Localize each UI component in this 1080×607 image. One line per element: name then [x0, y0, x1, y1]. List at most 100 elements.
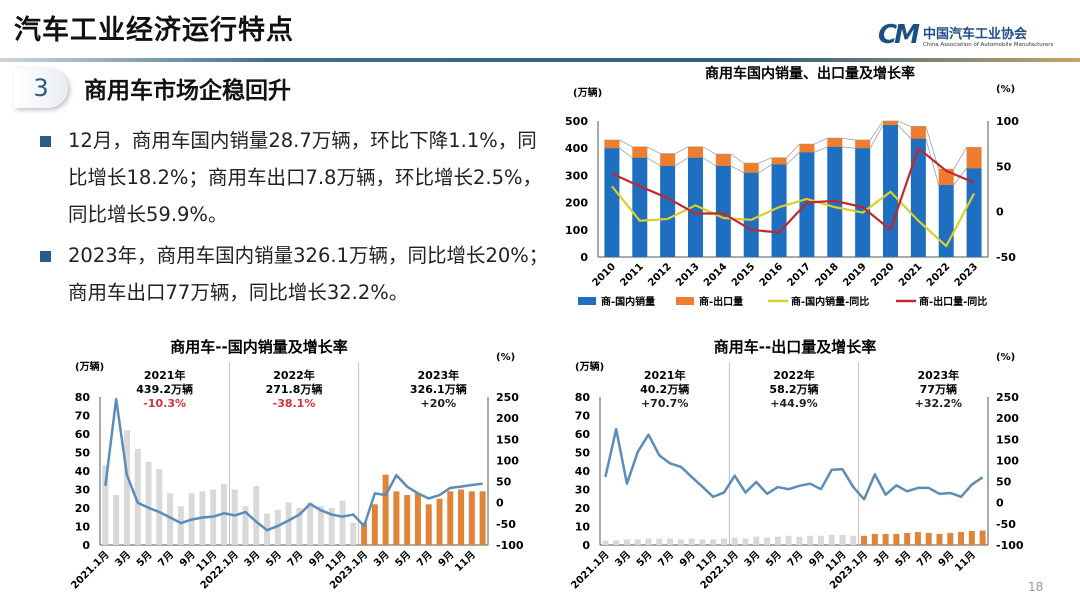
- x-tick-label: 7月: [285, 549, 305, 569]
- annotation-growth: +70.7%: [641, 397, 688, 410]
- x-tick-label: 3月: [242, 549, 262, 569]
- section-heading: 3 商用车市场企稳回升: [14, 68, 291, 108]
- x-tick-label: 3月: [742, 549, 762, 569]
- bar-monthly: [667, 538, 674, 545]
- x-tick-label: 5月: [634, 549, 654, 569]
- y-tick-label-left: 50: [575, 447, 591, 460]
- bar-export: [660, 153, 676, 166]
- y-tick-label-left: 20: [75, 502, 91, 515]
- x-tick-label: 2021: [897, 261, 924, 288]
- annotation-growth: +20%: [421, 397, 457, 410]
- bar-monthly: [828, 534, 835, 545]
- annotation-volume: 77万辆: [920, 382, 957, 396]
- bar-monthly: [871, 533, 878, 545]
- logo-name-cn: 中国汽车工业协会: [922, 26, 1027, 42]
- bar-monthly: [785, 535, 792, 545]
- bar-monthly: [602, 540, 609, 545]
- y-tick-label-right: -50: [996, 518, 1016, 531]
- bar-domestic: [771, 164, 787, 257]
- x-tick-label: 2011: [618, 261, 645, 288]
- bar-export: [966, 147, 982, 169]
- bar-monthly: [145, 461, 152, 545]
- bar-export: [688, 146, 703, 158]
- bar-monthly: [710, 539, 717, 545]
- bar-monthly: [404, 495, 411, 545]
- bar-domestic: [604, 148, 620, 257]
- bar-monthly: [231, 489, 238, 545]
- bullet-square-icon: [40, 136, 51, 147]
- x-tick-label: 2013: [674, 261, 701, 288]
- bullet-list: 12月，商用车国内销量28.7万辆，环比下降1.1%，同比增长18.2%；商用车…: [40, 122, 552, 315]
- bar-monthly: [339, 500, 346, 545]
- bar-monthly: [479, 491, 486, 545]
- y-axis-title-left: (万辆): [573, 86, 602, 99]
- bar-export: [827, 138, 843, 147]
- y-tick-label-left: 50: [75, 447, 91, 460]
- x-tick-label: 5月: [263, 549, 283, 569]
- bar-monthly: [242, 506, 249, 545]
- annotation-year: 2021年: [644, 368, 686, 382]
- bar-export: [604, 140, 620, 149]
- bar-monthly: [447, 491, 454, 545]
- y-tick-label-left: 100: [565, 224, 588, 237]
- y-tick-label-right: 250: [996, 391, 1019, 404]
- bar-monthly: [893, 533, 900, 545]
- annotation-year: 2021年: [144, 368, 186, 382]
- x-tick-label: 3月: [371, 549, 391, 569]
- bar-export: [883, 121, 898, 126]
- x-tick-label: 2022: [925, 261, 952, 288]
- y-tick-label-left: 60: [575, 428, 591, 441]
- x-tick-label: 5月: [134, 549, 154, 569]
- bar-monthly: [371, 504, 378, 545]
- y-tick-label-right: 0: [996, 497, 1004, 510]
- bar-monthly: [645, 538, 652, 545]
- bar-monthly: [764, 537, 771, 545]
- annotation-volume: 326.1万辆: [410, 382, 467, 396]
- bar-monthly: [134, 448, 141, 545]
- x-tick-label: 2021.1月: [569, 549, 612, 592]
- line-domestic-yoy: [611, 185, 976, 248]
- y-tick-label-left: 500: [565, 115, 588, 128]
- y-tick-label-left: 200: [565, 197, 588, 210]
- x-tick-label: 5月: [893, 549, 913, 569]
- legend-label: 商-出口量-同比: [919, 295, 987, 308]
- x-tick-label: 3月: [113, 549, 133, 569]
- bar-domestic: [827, 146, 843, 257]
- bar-monthly: [904, 532, 911, 545]
- y-axis-title-left: (万辆): [75, 360, 104, 373]
- bar-export: [743, 163, 759, 173]
- x-tick-label: 2021.1月: [69, 549, 112, 592]
- bar-monthly: [274, 509, 281, 545]
- y-tick-label-right: 100: [496, 454, 519, 467]
- bar-monthly: [458, 489, 465, 545]
- y-tick-label-left: 80: [575, 391, 591, 404]
- y-tick-label-right: 150: [996, 433, 1019, 446]
- x-tick-label: 11月: [953, 549, 978, 574]
- bar-monthly: [968, 530, 975, 545]
- bar-monthly: [436, 498, 443, 545]
- y-tick-label-left: 20: [575, 502, 591, 515]
- bar-monthly: [979, 530, 986, 545]
- x-tick-label: 2016: [758, 261, 785, 288]
- page-number: 18: [1028, 580, 1044, 594]
- bar-monthly: [613, 540, 620, 545]
- legend: 商-国内销量 商-出口量 商-国内销量-同比 商-出口量-同比: [578, 295, 987, 308]
- y-tick-label-right: 0: [496, 497, 504, 510]
- bullet-text: 12月，商用车国内销量28.7万辆，环比下降1.1%，同比增长18.2%；商用车…: [68, 129, 542, 226]
- annotation-growth: +44.9%: [770, 397, 817, 410]
- y-tick-label-left: 60: [75, 428, 91, 441]
- bar-monthly: [936, 533, 943, 545]
- bar-monthly: [850, 535, 857, 545]
- annotation-volume: 40.2万辆: [640, 382, 689, 396]
- x-tick-label: 7月: [656, 549, 676, 569]
- caam-logo-icon: CM: [878, 20, 920, 50]
- bar-export: [799, 144, 815, 153]
- x-tick-label: 3月: [871, 549, 891, 569]
- domestic-monthly-chart: 0 10 20 30 40 50 60 70 80 -100 -50 0 50 100 150 200 250 (…: [69, 338, 524, 591]
- bar-monthly: [925, 532, 932, 545]
- annotation-year: 2022年: [773, 368, 815, 382]
